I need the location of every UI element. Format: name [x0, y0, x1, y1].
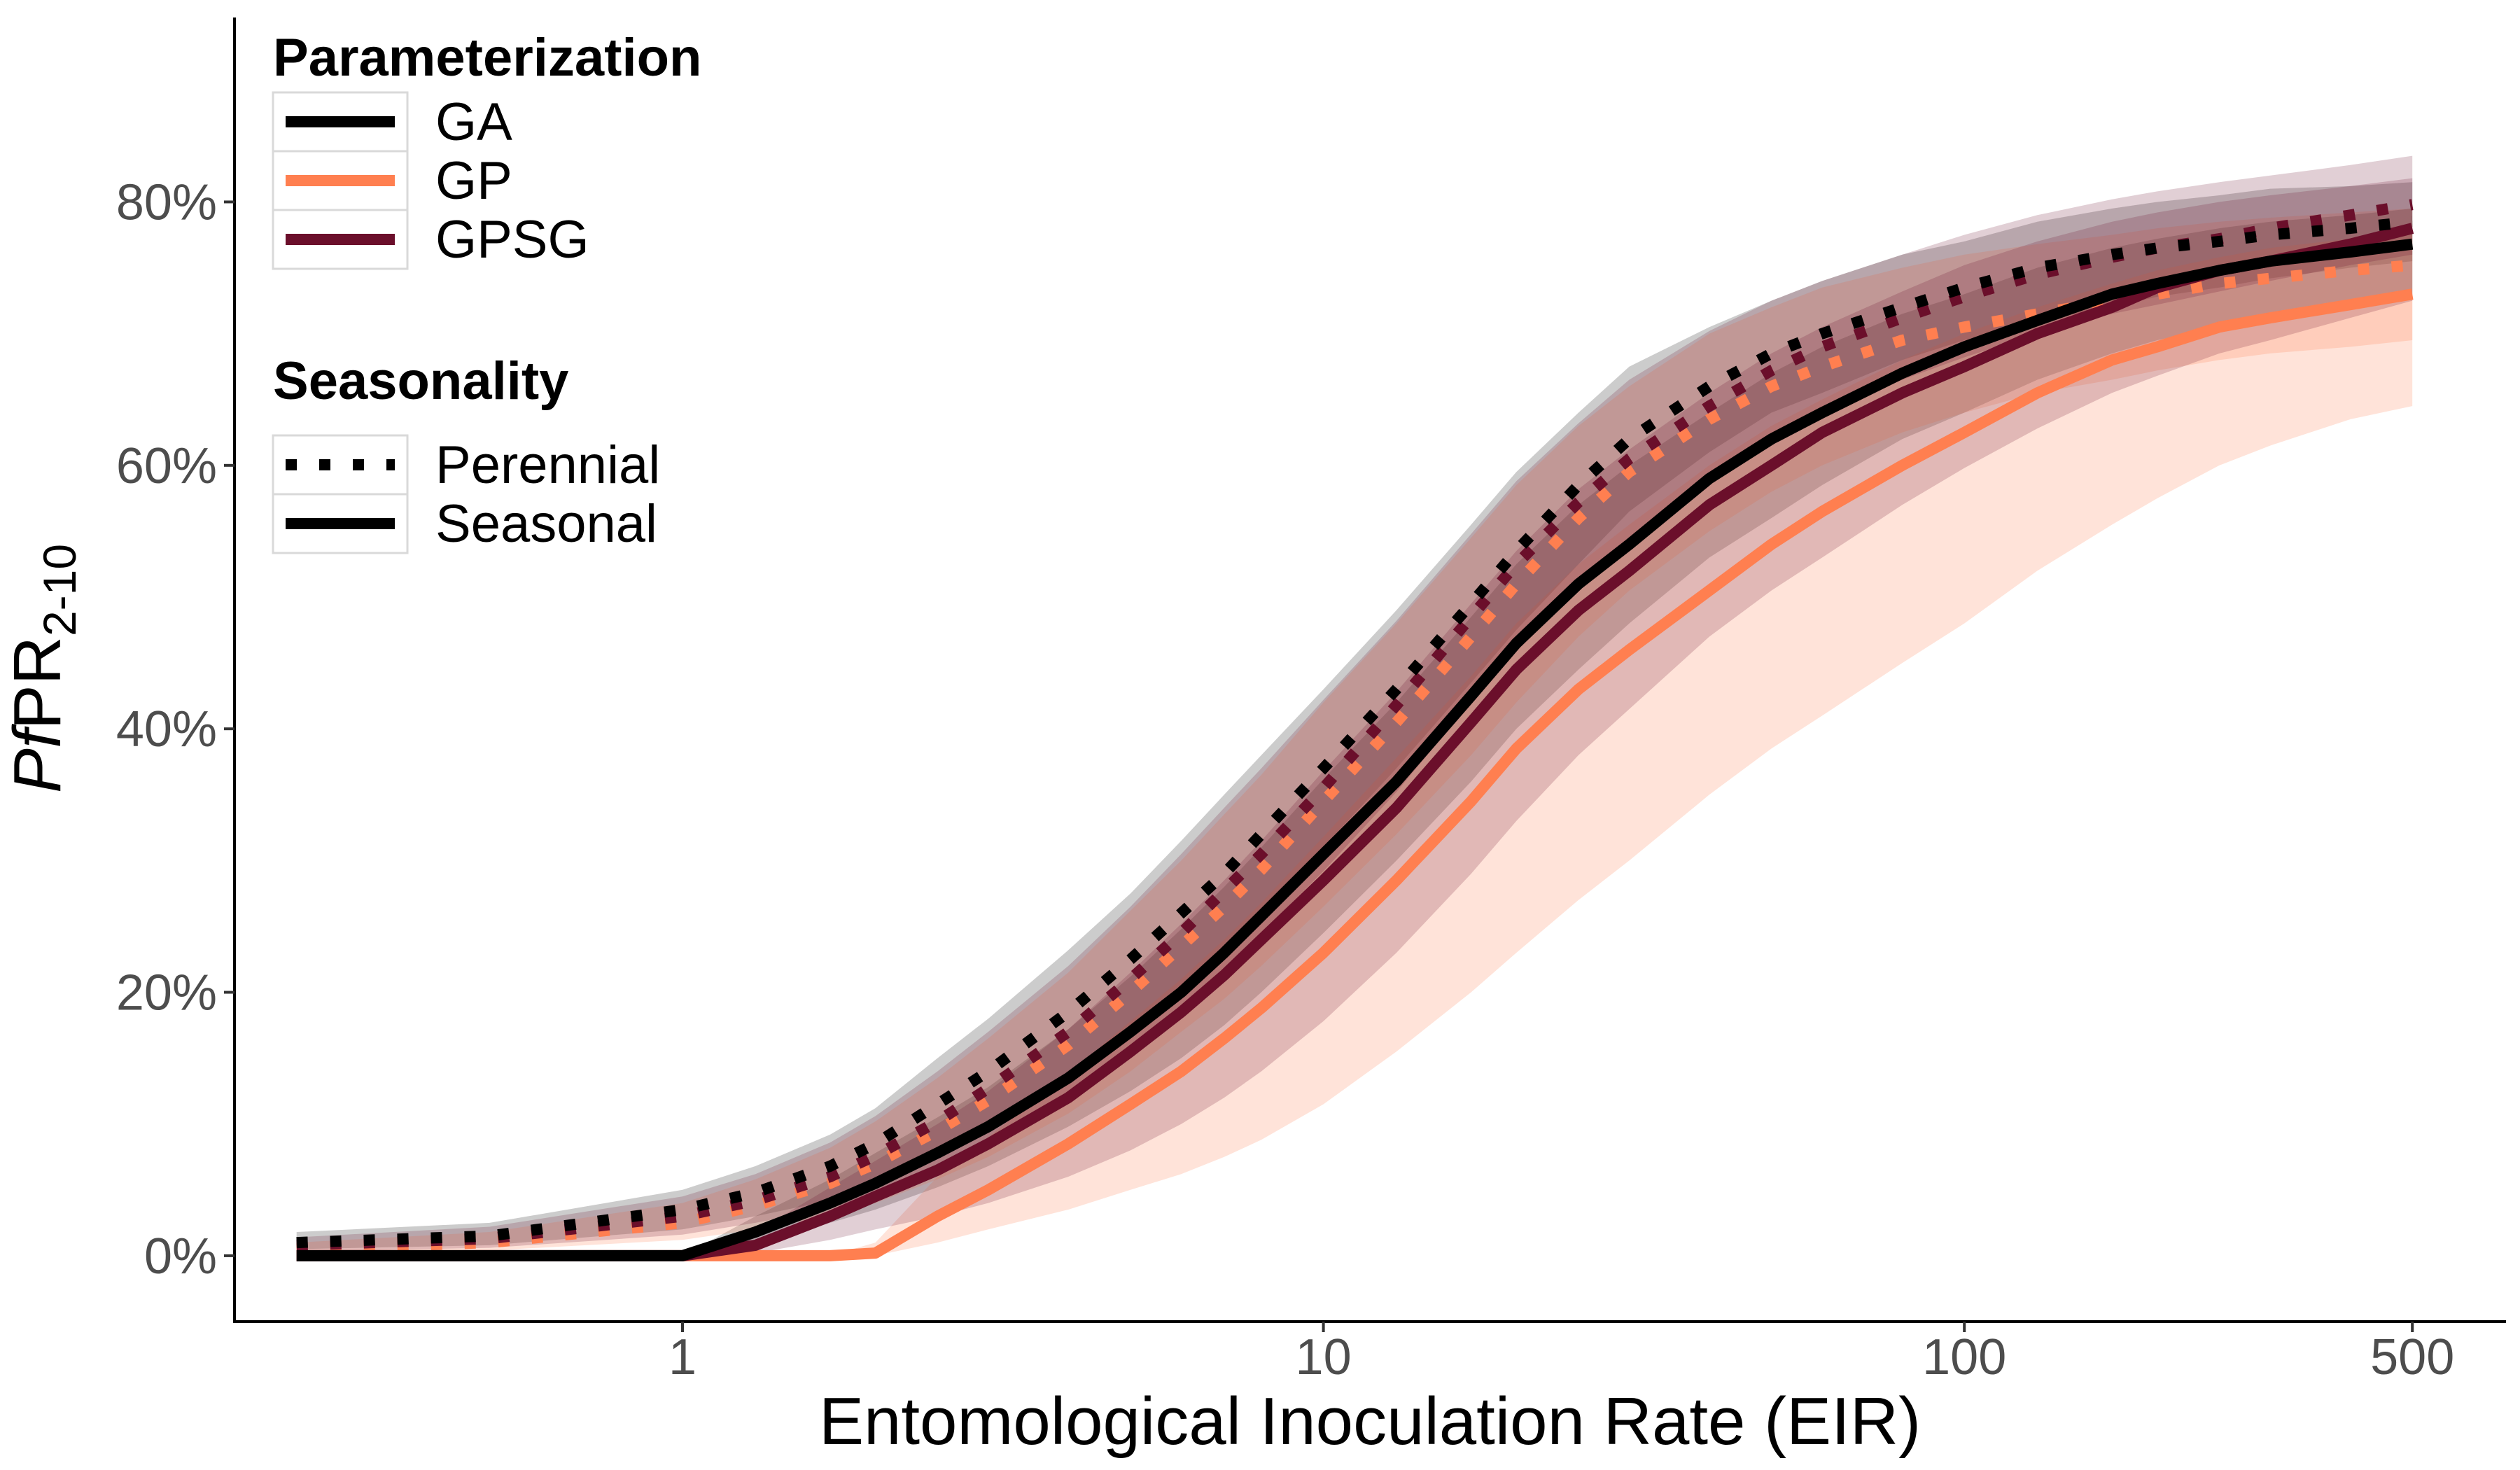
- legend-label-gp: GP: [435, 151, 512, 211]
- confidence-bands: [296, 155, 2413, 1256]
- line-gpsg-seasonal: [296, 223, 2414, 1261]
- y-axis-title-main: PR: [0, 636, 75, 729]
- band-ga-seasonal: [296, 208, 2413, 1256]
- legend-label-gpsg: GPSG: [435, 210, 589, 270]
- line-gp-seasonal: [296, 288, 2414, 1261]
- x-axis-title: Entomological Inoculation Rate (EIR): [819, 1384, 1921, 1459]
- band-ga-perennial: [296, 182, 2413, 1250]
- line-ga-seasonal: [296, 238, 2414, 1261]
- y-tick-label: 0%: [144, 1228, 217, 1284]
- y-axis-title-subscript: 2-10: [34, 544, 85, 636]
- x-tick-label: 100: [1922, 1329, 2006, 1385]
- y-axis-title-prefix: Pf: [0, 724, 75, 793]
- legend-label-perennial: Perennial: [435, 435, 660, 495]
- x-tick-label: 500: [2370, 1329, 2454, 1385]
- y-tick-label: 60%: [116, 438, 217, 494]
- axes: [233, 18, 2506, 1323]
- line-ga-perennial: [296, 216, 2414, 1249]
- y-tick-label: 80%: [116, 174, 217, 230]
- band-gpsg-seasonal: [296, 178, 2413, 1256]
- x-tick-label: 1: [668, 1329, 696, 1385]
- legend-title-parameterization: Parameterization: [273, 28, 701, 88]
- x-tick-label: 10: [1296, 1329, 1352, 1385]
- legend-title-seasonality: Seasonality: [273, 351, 568, 411]
- legend-label-ga: GA: [435, 92, 512, 152]
- band-gp-seasonal: [296, 230, 2413, 1256]
- series-lines: [296, 199, 2414, 1261]
- legend-label-seasonal: Seasonal: [435, 494, 657, 554]
- y-axis-title: PfPR2-10: [0, 544, 85, 793]
- y-ticks: 0% 20% 40% 60% 80%: [116, 174, 234, 1284]
- x-ticks: 1 10 100 500: [668, 1322, 2454, 1385]
- band-gpsg-perennial: [296, 155, 2413, 1252]
- y-tick-label: 40%: [116, 701, 217, 757]
- y-tick-label: 20%: [116, 965, 217, 1021]
- band-gp-perennial: [296, 208, 2413, 1254]
